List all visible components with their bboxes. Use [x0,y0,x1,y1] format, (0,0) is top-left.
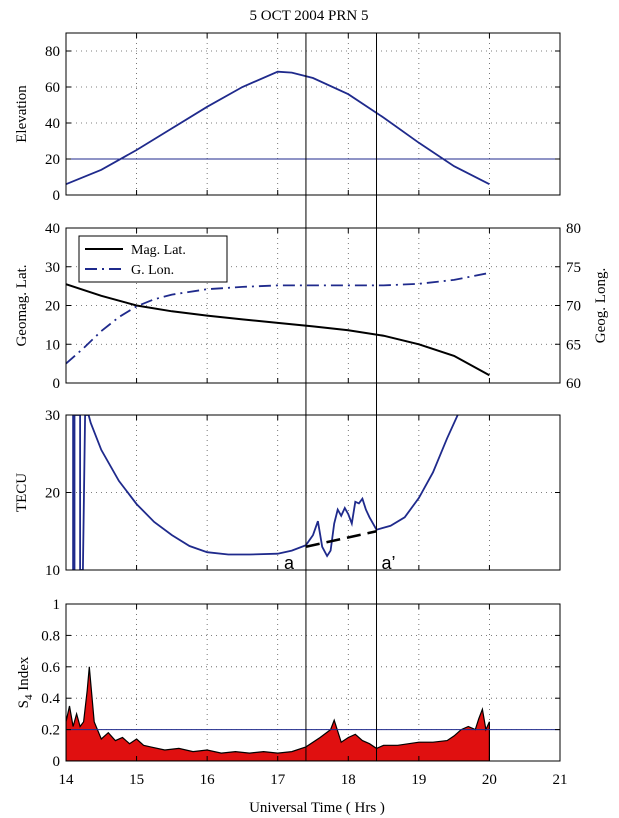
y-tick-label: 30 [45,408,60,424]
y-tick-label: 40 [45,116,60,132]
legend-box [78,235,228,283]
s4-area [66,666,490,761]
plot-area [66,272,490,377]
plot-area [66,70,490,186]
panel-3: 10 20 30 TECU a a’ [14,408,561,579]
y-axis-label-right: Geog. Long. [593,268,609,343]
plot-area [66,666,490,761]
x-axis: 14 15 16 17 18 19 20 21 [59,772,568,788]
y-tick-label: 10 [45,337,60,353]
y-label-main: S [16,700,32,708]
legend-entry: Mag. Lat. [131,243,186,258]
y-tick-label: 0.8 [41,628,60,644]
y-right-tick-label: 80 [566,221,581,237]
series-line-1 [72,415,459,570]
panels: 020406080Elevation0102030406065707580Geo… [14,32,609,770]
axes-box [65,32,561,196]
axes-box [65,414,561,571]
y-axis-label: TECU [14,473,30,512]
y-tick-label: 80 [45,44,60,60]
y-label-rest: Index [16,656,32,694]
x-tick-label: 14 [59,772,75,788]
panel-4: 0 0.2 0.4 0.6 0.8 1 S4 Index [16,597,561,770]
x-axis-label: Universal Time ( Hrs ) [249,800,385,816]
y-tick-label: 10 [45,563,60,579]
y-tick-label: 0.2 [41,723,60,739]
y-tick-label: 0.6 [41,660,60,676]
x-tick-label: 15 [129,772,144,788]
y-axis-label: S4 Index [16,656,35,708]
plot-area [72,415,459,570]
x-tick-label: 20 [482,772,497,788]
legend: Mag. Lat. G. Lon. [78,235,228,283]
y-tick-label: 60 [45,80,60,96]
y-axis-label: Geomag. Lat. [14,264,30,346]
series-line-1 [66,70,490,186]
annotation-a: a [284,553,295,573]
panel-2: 0 10 20 30 40 60 65 70 75 80 Geomag. Lat. Geog. Lon… [14,221,609,392]
trend-line [305,530,377,548]
y-tick-label: 20 [45,152,60,168]
x-tick-label: 18 [341,772,356,788]
y-tick-label: 0 [53,376,61,392]
y-right-tick-label: 75 [566,260,581,276]
panel-1: 0 20 40 60 80 Elevation [14,32,561,204]
axes-box [65,603,561,762]
x-tick-label: 16 [200,772,216,788]
y-label-sub: 4 [23,694,35,700]
event-markers [305,33,378,761]
legend-entry: G. Lon. [131,263,174,278]
y-right-tick-label: 70 [566,299,581,315]
y-tick-label: 20 [45,486,60,502]
chart-title: 5 OCT 2004 PRN 5 [250,8,369,24]
y-tick-label: 1 [53,597,61,613]
x-tick-label: 21 [553,772,568,788]
y-axis-label: Elevation [14,85,30,143]
y-tick-label: 20 [45,299,60,315]
y-right-tick-label: 65 [566,337,581,353]
y-tick-label: 0 [53,188,61,204]
x-tick-label: 19 [411,772,426,788]
y-tick-label: 40 [45,221,60,237]
y-tick-label: 30 [45,260,60,276]
y-right-tick-label: 60 [566,376,581,392]
y-tick-label: 0.4 [41,691,60,707]
x-tick-label: 17 [270,772,286,788]
series-line-2 [66,272,490,365]
annotation-a-prime: a’ [382,553,396,573]
series-line-1 [66,283,490,377]
y-tick-label: 0 [53,754,61,770]
